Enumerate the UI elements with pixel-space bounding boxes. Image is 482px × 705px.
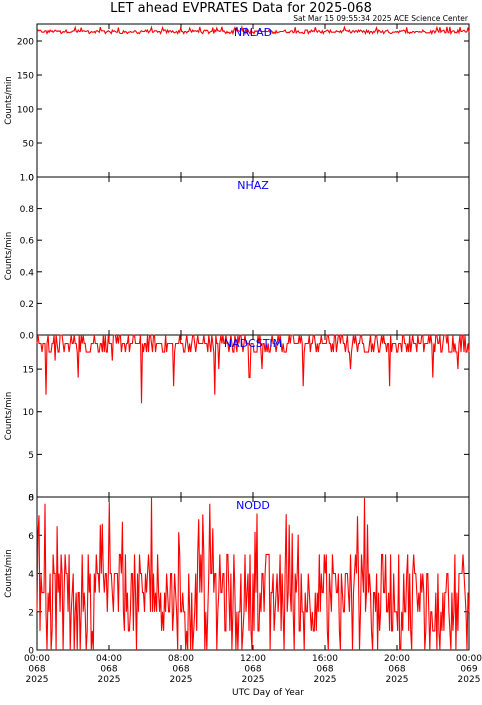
x-tick-label: 2025: [386, 675, 409, 685]
y-tick-label: 50: [23, 140, 35, 150]
panel-nodd: 0 2 4 6 8 Counts/min NODD: [4, 494, 470, 657]
x-tick-label: 00:00: [24, 654, 50, 664]
x-tick-label: 2025: [170, 675, 193, 685]
x-tick-label: 068: [28, 665, 45, 675]
x-axis-ticks: 00:00068202504:00068202508:00068202512:0…: [24, 654, 482, 685]
y-tick-label: 150: [17, 72, 34, 82]
y-axis-title: Counts/min: [4, 392, 14, 441]
series-line-nadcstim: [36, 334, 470, 404]
series-label: NHAZ: [237, 179, 269, 192]
x-tick-label: 08:00: [168, 654, 194, 664]
y-tick-label: 2: [28, 608, 34, 618]
y-tick-label: 0.0: [20, 332, 35, 342]
x-tick-label: 068: [316, 665, 333, 675]
y-tick-label: 1.0: [20, 174, 35, 184]
x-tick-label: 00:00: [456, 654, 482, 664]
y-tick-label: 6: [28, 532, 34, 542]
y-tick-label: 4: [28, 570, 34, 580]
y-tick-label: 5: [28, 451, 34, 461]
x-tick-label: 068: [172, 665, 189, 675]
chart-timestamp: Sat Mar 15 09:55:34 2025 ACE Science Cen…: [293, 14, 469, 23]
panel-frame: [36, 334, 470, 498]
series-line-nrlad: [36, 24, 470, 36]
panel-nhaz: 0.0 0.2 0.4 0.6 0.8 1.0 Counts/min NHAZ: [4, 174, 470, 342]
x-tick-label: 2025: [242, 675, 265, 685]
x-tick-label: 16:00: [312, 654, 338, 664]
y-tick-label: 0: [28, 174, 34, 184]
x-tick-label: 12:00: [240, 654, 266, 664]
y-tick-label: 10: [23, 408, 35, 418]
series-label: NRLAD: [234, 26, 272, 39]
y-axis-title: Counts/min: [4, 232, 14, 281]
series-label: NADCSTIM: [224, 337, 282, 350]
y-tick-label: 200: [17, 38, 34, 48]
y-tick-label: 0.6: [20, 237, 35, 247]
y-tick-label: 100: [17, 106, 34, 116]
y-tick-label: 0: [28, 494, 34, 504]
y-tick-label: 0.4: [20, 268, 35, 278]
series-line-nodd: [36, 497, 470, 651]
panel-frame: [36, 176, 470, 336]
y-tick-label: 8: [28, 494, 34, 504]
x-tick-label: 2025: [26, 675, 49, 685]
x-tick-label: 2025: [98, 675, 121, 685]
x-tick-label: 2025: [314, 675, 337, 685]
y-tick-label: 0.2: [20, 300, 34, 310]
chart-title: LET ahead EVPRATES Data for 2025-068: [110, 1, 372, 16]
y-axis-title: Counts/min: [4, 76, 14, 125]
panel-nadcstim: 0 5 10 15 Counts/min NADCSTIM: [4, 334, 470, 504]
x-tick-label: 068: [388, 665, 405, 675]
panel-nrlad: 0 50 100 150 200 Counts/min NRLAD: [4, 23, 470, 184]
x-tick-label: 20:00: [384, 654, 410, 664]
x-tick-label: 068: [100, 665, 117, 675]
series-label: NODD: [236, 499, 270, 512]
y-tick-label: 0.8: [20, 205, 35, 215]
x-tick-label: 2025: [458, 675, 481, 685]
y-axis-title: Counts/min: [4, 549, 14, 598]
y-tick-label: 0: [28, 647, 34, 657]
x-axis-label: UTC Day of Year: [232, 688, 304, 698]
x-tick-label: 069: [460, 665, 477, 675]
x-tick-label: 068: [244, 665, 261, 675]
x-tick-label: 04:00: [96, 654, 122, 664]
y-tick-label: 15: [23, 366, 34, 376]
panel-frame: [36, 23, 470, 178]
